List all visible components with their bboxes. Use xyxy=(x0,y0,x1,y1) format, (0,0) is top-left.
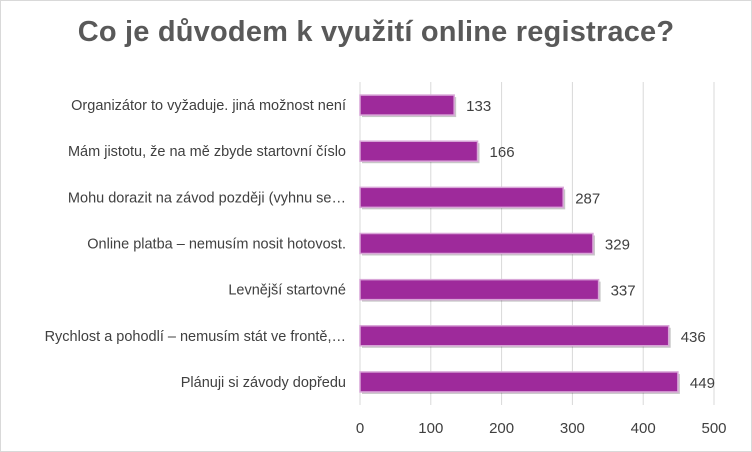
category-label: Levnější startovné xyxy=(228,283,346,299)
bar xyxy=(359,278,600,301)
category-label: Mohu dorazit na závod později (vyhnu se… xyxy=(68,190,346,206)
bar xyxy=(359,94,455,116)
value-label: 287 xyxy=(575,190,600,207)
category-label: Rychlost a pohodlí – nemusím stát ve fro… xyxy=(45,329,346,345)
value-label: 337 xyxy=(611,283,636,300)
labels: Organizátor to vyžaduje. jiná možnost ne… xyxy=(45,98,715,392)
bar xyxy=(359,186,564,209)
category-label: Online platba – nemusím nosit hotovost. xyxy=(87,237,346,253)
bar xyxy=(359,232,594,255)
x-tick-label: 200 xyxy=(489,420,514,437)
value-label: 329 xyxy=(605,237,630,254)
category-label: Mám jistotu, že na mě zbyde startovní čí… xyxy=(68,144,346,160)
bar xyxy=(359,371,679,393)
bar xyxy=(359,325,670,347)
value-label: 449 xyxy=(690,375,715,392)
x-axis-ticks: 0 100 200 300 400 500 xyxy=(356,420,727,437)
category-label: Plánuji si závody dopředu xyxy=(181,375,346,391)
value-label: 133 xyxy=(466,98,491,115)
x-tick-label: 500 xyxy=(701,420,726,437)
value-label: 166 xyxy=(490,144,515,161)
x-tick-label: 100 xyxy=(418,420,443,437)
x-tick-label: 0 xyxy=(356,420,364,437)
x-tick-label: 300 xyxy=(560,420,585,437)
value-label: 436 xyxy=(681,329,706,346)
x-tick-label: 400 xyxy=(631,420,656,437)
bars xyxy=(359,94,680,394)
bar xyxy=(359,140,479,162)
category-label: Organizátor to vyžaduje. jiná možnost ne… xyxy=(71,98,346,114)
chart-title: Co je důvodem k využití online registrac… xyxy=(77,16,675,48)
